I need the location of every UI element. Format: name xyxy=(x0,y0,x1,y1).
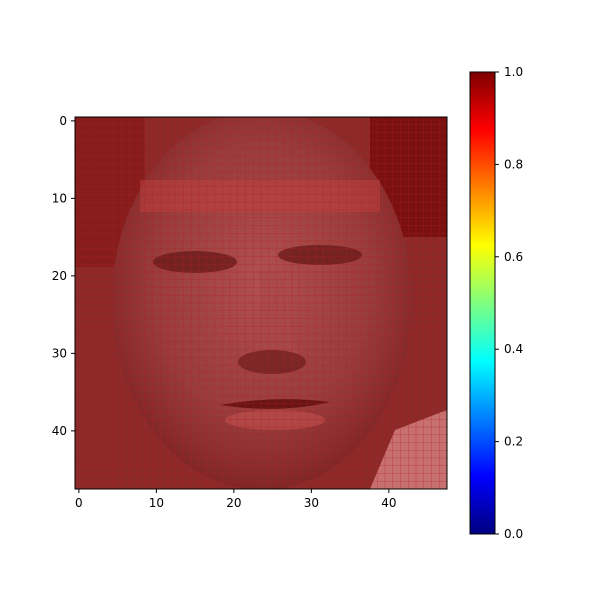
y-tick-label: 10 xyxy=(52,191,67,205)
colorbar-tick-label: 0.0 xyxy=(504,527,523,541)
colorbar-tick-label: 0.6 xyxy=(504,250,523,264)
colorbar-tick-label: 0.2 xyxy=(504,435,523,449)
x-tick-label: 20 xyxy=(226,496,241,510)
pixel-grid xyxy=(75,117,447,489)
colorbar-tick-label: 0.8 xyxy=(504,157,523,171)
x-tick-label: 10 xyxy=(149,496,164,510)
x-tick-label: 40 xyxy=(381,496,396,510)
y-tick-label: 30 xyxy=(52,346,67,360)
y-axis: 0 10 20 30 40 xyxy=(52,114,75,438)
colorbar-ticks: 0.0 0.2 0.4 0.6 0.8 1.0 xyxy=(495,65,523,541)
colorbar: 0.0 0.2 0.4 0.6 0.8 1.0 xyxy=(469,65,523,541)
y-tick-label: 0 xyxy=(59,114,67,128)
colorbar-rect xyxy=(469,71,496,535)
x-axis: 0 10 20 30 40 xyxy=(75,489,397,510)
colorbar-tick-label: 0.4 xyxy=(504,342,523,356)
y-tick-label: 20 xyxy=(52,269,67,283)
x-tick-label: 0 xyxy=(75,496,83,510)
y-tick-label: 40 xyxy=(52,424,67,438)
plot-frame xyxy=(74,116,448,490)
heatmap-image xyxy=(75,117,447,489)
x-tick-label: 30 xyxy=(304,496,319,510)
colorbar-tick-label: 1.0 xyxy=(504,65,523,79)
